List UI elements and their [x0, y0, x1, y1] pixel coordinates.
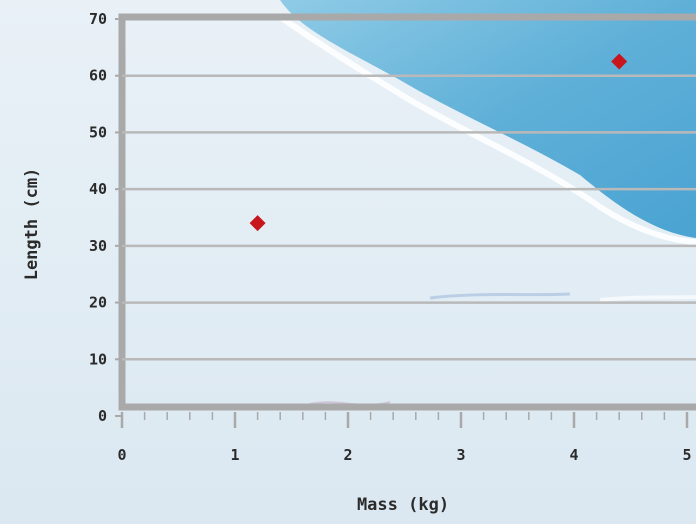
y-tick-label-3: 30 — [89, 237, 107, 255]
y-tick-label-2: 20 — [89, 294, 107, 312]
x-tick-label-0: 0 — [117, 446, 126, 464]
y-tick-label-5: 50 — [89, 123, 107, 141]
y-tick-label-7: 70 — [89, 10, 107, 28]
x-axis-ticks: 0 1 2 3 4 5 — [117, 412, 692, 464]
y-tick-label-4: 40 — [89, 180, 107, 198]
data-points — [249, 53, 628, 232]
y-tick-label-0: 0 — [98, 407, 107, 425]
y-tick-label-6: 60 — [89, 67, 107, 85]
plot-frame — [118, 13, 696, 411]
y-axis-title: Length (cm) — [22, 168, 42, 281]
x-tick-label-2: 2 — [343, 446, 352, 464]
data-point-1 — [611, 53, 628, 70]
y-axis-ticks: 0 10 20 30 40 50 60 70 — [89, 10, 122, 425]
x-axis-title: Mass (kg) — [357, 495, 449, 515]
x-tick-label-5: 5 — [682, 446, 691, 464]
ice-edge — [280, 15, 696, 245]
x-tick-label-3: 3 — [456, 446, 465, 464]
water-area — [280, 0, 696, 238]
y-tick-label-1: 10 — [89, 350, 107, 368]
x-tick-label-4: 4 — [569, 446, 578, 464]
grid-lines — [122, 74, 696, 361]
data-point-0 — [249, 215, 266, 232]
x-tick-label-1: 1 — [230, 446, 239, 464]
